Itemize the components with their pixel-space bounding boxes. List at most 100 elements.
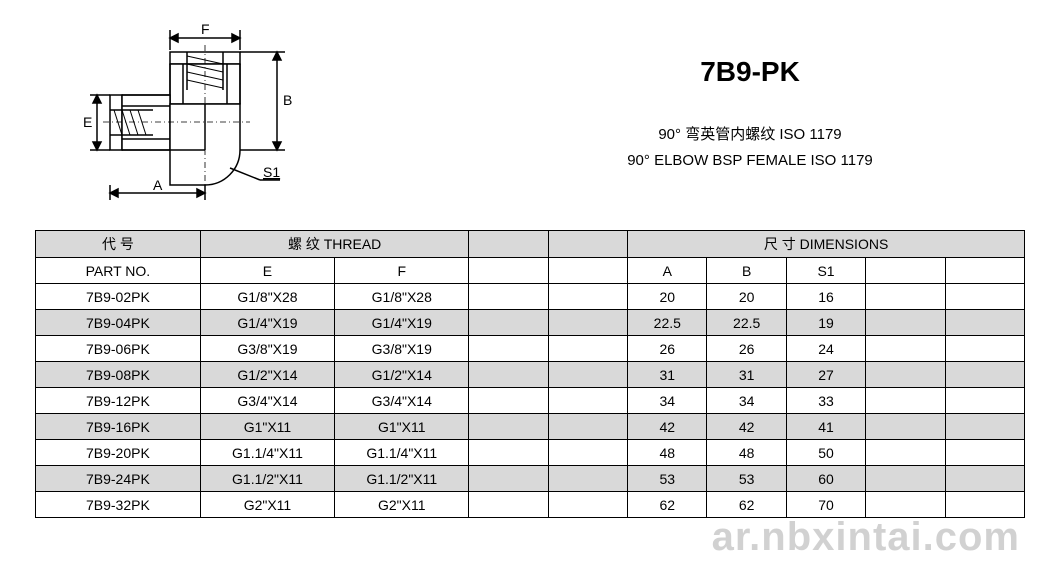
table-cell (548, 466, 627, 492)
table-cell: 22.5 (707, 310, 786, 336)
table-cell (945, 466, 1024, 492)
table-cell: 20 (707, 284, 786, 310)
table-cell: 31 (628, 362, 707, 388)
table-cell: 48 (707, 440, 786, 466)
table-cell: G1.1/4"X11 (335, 440, 469, 466)
label-s1: S1 (263, 164, 280, 180)
table-cell (548, 362, 627, 388)
table-body: 7B9-02PKG1/8"X28G1/8"X282020167B9-04PKG1… (36, 284, 1025, 518)
table-cell (866, 492, 945, 518)
table-cell (548, 492, 627, 518)
table-cell: 26 (707, 336, 786, 362)
header-blank (945, 258, 1024, 284)
table-cell (945, 336, 1024, 362)
table-cell (469, 440, 548, 466)
header-blank (469, 231, 548, 258)
table-cell: 7B9-16PK (36, 414, 201, 440)
table-cell: G3/4"X14 (335, 388, 469, 414)
header-f: F (335, 258, 469, 284)
table-cell: 7B9-04PK (36, 310, 201, 336)
table-cell (945, 492, 1024, 518)
table-cell: 62 (628, 492, 707, 518)
table-cell (866, 414, 945, 440)
table-row: 7B9-02PKG1/8"X28G1/8"X28202016 (36, 284, 1025, 310)
diagram-svg: F (75, 20, 335, 205)
table-cell: 60 (786, 466, 865, 492)
header-part-no: PART NO. (36, 258, 201, 284)
table-cell: 20 (628, 284, 707, 310)
header-b: B (707, 258, 786, 284)
table-cell: 7B9-24PK (36, 466, 201, 492)
table-cell: G1/4"X19 (335, 310, 469, 336)
table-cell: 19 (786, 310, 865, 336)
table-cell: 7B9-06PK (36, 336, 201, 362)
table-cell (469, 284, 548, 310)
table-cell: G1/8"X28 (200, 284, 334, 310)
table-cell: 50 (786, 440, 865, 466)
table-cell (469, 492, 548, 518)
table-cell (866, 440, 945, 466)
header-e: E (200, 258, 334, 284)
table-cell: G1.1/4"X11 (200, 440, 334, 466)
table-cell: G1/8"X28 (335, 284, 469, 310)
spec-table: 代 号 螺 纹 THREAD 尺 寸 DIMENSIONS PART NO. E… (35, 230, 1025, 518)
label-f: F (201, 21, 210, 37)
table-cell: G2"X11 (335, 492, 469, 518)
table-row: 7B9-20PKG1.1/4"X11G1.1/4"X11484850 (36, 440, 1025, 466)
table-cell (469, 362, 548, 388)
table-cell: 7B9-20PK (36, 440, 201, 466)
header-part-cn: 代 号 (36, 231, 201, 258)
table-cell (866, 362, 945, 388)
table-cell (866, 466, 945, 492)
table-cell: G1.1/2"X11 (335, 466, 469, 492)
title-area: 7B9-PK 90° 弯英管内螺纹 ISO 1179 90° ELBOW BSP… (535, 56, 1025, 169)
table-cell: 62 (707, 492, 786, 518)
table-cell (866, 336, 945, 362)
table-cell (945, 414, 1024, 440)
table-cell: 33 (786, 388, 865, 414)
elbow-diagram: F (75, 20, 335, 205)
table-cell: G2"X11 (200, 492, 334, 518)
table-cell: G1/2"X14 (200, 362, 334, 388)
description-chinese: 90° 弯英管内螺纹 ISO 1179 (535, 123, 965, 144)
table-cell (548, 336, 627, 362)
table-cell: 7B9-08PK (36, 362, 201, 388)
table-cell (469, 310, 548, 336)
header-thread: 螺 纹 THREAD (200, 231, 469, 258)
table-cell (945, 388, 1024, 414)
table-cell (945, 440, 1024, 466)
table-cell: G3/8"X19 (335, 336, 469, 362)
table-cell (469, 414, 548, 440)
label-e: E (83, 114, 92, 130)
header-a: A (628, 258, 707, 284)
table-row: 7B9-12PKG3/4"X14G3/4"X14343433 (36, 388, 1025, 414)
table-cell: G3/4"X14 (200, 388, 334, 414)
header-blank (866, 258, 945, 284)
table-row: 7B9-24PKG1.1/2"X11G1.1/2"X11535360 (36, 466, 1025, 492)
table-cell: G1/4"X19 (200, 310, 334, 336)
table-cell: G3/8"X19 (200, 336, 334, 362)
table-cell: 34 (707, 388, 786, 414)
table-cell (866, 284, 945, 310)
top-section: F (35, 20, 1025, 205)
header-s1: S1 (786, 258, 865, 284)
table-cell: 34 (628, 388, 707, 414)
header-row-2: PART NO. E F A B S1 (36, 258, 1025, 284)
page: F (0, 0, 1060, 538)
table-cell (866, 310, 945, 336)
table-row: 7B9-06PKG3/8"X19G3/8"X19262624 (36, 336, 1025, 362)
table-cell (548, 414, 627, 440)
label-b: B (283, 92, 292, 108)
header-blank (548, 258, 627, 284)
table-cell: 31 (707, 362, 786, 388)
table-cell (945, 310, 1024, 336)
table-cell: 70 (786, 492, 865, 518)
table-cell: 27 (786, 362, 865, 388)
table-cell (469, 388, 548, 414)
header-row-1: 代 号 螺 纹 THREAD 尺 寸 DIMENSIONS (36, 231, 1025, 258)
table-cell: 24 (786, 336, 865, 362)
product-code: 7B9-PK (535, 56, 965, 88)
table-cell (945, 362, 1024, 388)
table-cell (548, 388, 627, 414)
table-cell: G1/2"X14 (335, 362, 469, 388)
